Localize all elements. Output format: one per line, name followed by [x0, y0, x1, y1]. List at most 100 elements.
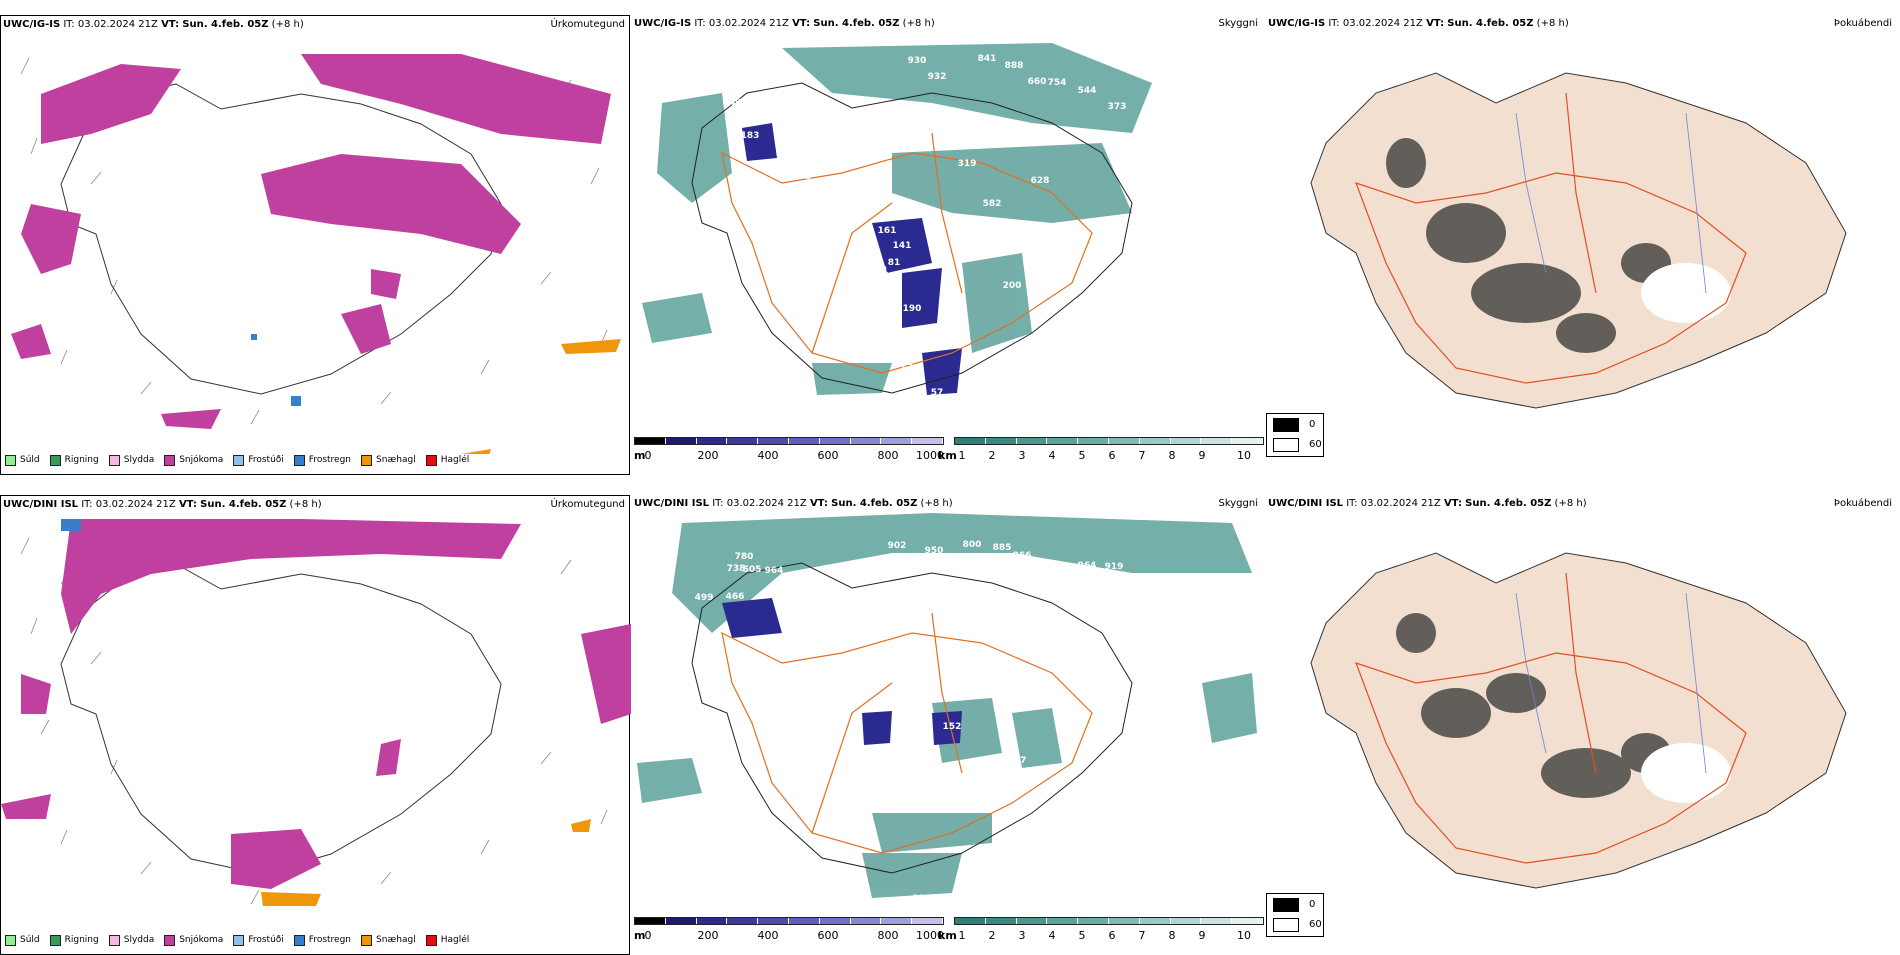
panel-title-fog: Þokuábendi	[1833, 498, 1892, 509]
cloudbase-label: 866	[1013, 551, 1032, 561]
legend-item: Rigning	[49, 454, 99, 466]
colorbar-segment	[912, 918, 943, 924]
legend-item: Súld	[5, 934, 40, 946]
colorbar-segment	[955, 918, 986, 924]
colorbar-segment	[665, 918, 697, 924]
cloudbase-label: 849	[723, 98, 742, 108]
low-visibility-areas	[642, 43, 1152, 395]
colorbar-segment	[696, 918, 728, 924]
fog-index-map	[1310, 552, 1847, 889]
road-network	[721, 132, 1093, 374]
cloudbase-label: 75	[901, 361, 914, 371]
legend-item: Slydda	[108, 934, 154, 946]
legend-swatch	[49, 934, 61, 946]
colorbar-segment	[1232, 438, 1263, 444]
legend-swatch	[361, 454, 373, 466]
colorbar-segment	[1047, 438, 1079, 444]
colorbar-segment	[850, 918, 882, 924]
cloudbase-label: 161	[878, 226, 897, 236]
cloudbase-label: 141	[893, 241, 912, 251]
colorbar-segment	[758, 918, 789, 924]
wind-barbs	[20, 537, 608, 905]
legend-swatch	[164, 934, 176, 946]
cloudbase-label: 950	[925, 546, 944, 556]
cloudbase-label: 738	[727, 564, 746, 574]
colorbar-segment	[850, 438, 882, 444]
legend-swatch	[293, 454, 305, 466]
fog-clear-area	[1641, 263, 1731, 323]
legend-swatch	[108, 454, 120, 466]
legend-item: Frostúði	[233, 934, 284, 946]
fog-dark-areas	[1386, 138, 1671, 353]
cloudbase-colorbar	[634, 437, 944, 445]
cloudbase-label: 544	[1078, 86, 1097, 96]
colorbar-segment	[1170, 438, 1202, 444]
fog-header: UWC/DINI ISL IT: 03.02.2024 21Z VT: Sun.…	[1268, 498, 1892, 509]
precip-panel-row1: UWC/IG-IS IT: 03.02.2024 21Z VT: Sun. 4.…	[0, 15, 630, 475]
snow-areas	[1, 519, 631, 889]
colorbar-segment	[1232, 918, 1263, 924]
cloudbase-label: 754	[1048, 78, 1067, 88]
legend-swatch	[233, 454, 245, 466]
cloudbase-label: 207	[1008, 756, 1027, 766]
visibility-panel-row2: UWC/DINI ISL IT: 03.02.2024 21Z VT: Sun.…	[632, 495, 1264, 955]
cloudbase-label: 63	[906, 378, 919, 388]
colorbar-segment	[635, 918, 666, 924]
legend-swatch	[233, 934, 245, 946]
colorbar-segment	[1078, 918, 1109, 924]
cloudbase-label: 155	[1035, 224, 1054, 234]
low-cloudbase-areas	[742, 123, 962, 395]
colorbar-segment	[912, 438, 943, 444]
fog-legend: 0 60	[1266, 893, 1324, 937]
cloudbase-label: 505	[743, 565, 762, 575]
cloudbase-label: 780	[735, 552, 754, 562]
iceland-outline	[60, 83, 502, 395]
cloudbase-label: 133	[793, 172, 812, 182]
precip-legend: Súld Rigning Slydda Snjókoma Frostúði Fr…	[5, 452, 469, 468]
colorbar-segment	[1016, 438, 1048, 444]
legend-swatch	[164, 454, 176, 466]
colorbar-segment	[1139, 438, 1171, 444]
cloudbase-label: 215	[913, 894, 932, 904]
panel-title-precip: Úrkomutegund	[550, 19, 625, 30]
colorbar-segment	[635, 438, 666, 444]
iceland-land	[1310, 552, 1847, 889]
panel-title-fog: Þokuábendi	[1833, 18, 1892, 29]
visibility-header: UWC/DINI ISL IT: 03.02.2024 21Z VT: Sun.…	[634, 498, 1258, 509]
colorbar-segment	[727, 918, 759, 924]
colorbar-segment	[1047, 918, 1079, 924]
legend-item: Súld	[5, 454, 40, 466]
iceland-land	[1310, 72, 1847, 409]
colorbar-segment	[1201, 438, 1233, 444]
cloudbase-label: 466	[726, 592, 745, 602]
fog-index-map	[1310, 72, 1847, 409]
cloudbase-label: 183	[741, 131, 760, 141]
legend-item: Frostregn	[293, 454, 351, 466]
colorbar-segment	[727, 438, 759, 444]
precip-header: UWC/DINI ISL IT: 03.02.2024 21Z VT: Sun.…	[3, 499, 625, 510]
cloudbase-label: 110	[935, 256, 954, 266]
colorbar-segment	[1201, 918, 1233, 924]
colorbar-segment	[985, 438, 1017, 444]
legend-swatch	[49, 454, 61, 466]
precip-type-map	[11, 54, 621, 454]
panel-title-visibility: Skyggni	[1218, 498, 1258, 509]
river-network	[1515, 112, 1707, 294]
panel-title-visibility: Skyggni	[1218, 18, 1258, 29]
colorbar-segment	[665, 438, 697, 444]
fog-legend: 0 60	[1266, 413, 1324, 457]
legend-swatch	[293, 934, 305, 946]
cloudbase-label: 932	[928, 72, 947, 82]
fog-swatch-low	[1273, 898, 1299, 912]
cloudbase-label: 53	[951, 332, 964, 342]
cloudbase-label: 152	[943, 722, 962, 732]
colorbar-segment	[881, 918, 913, 924]
cloudbase-label: 66	[906, 394, 919, 404]
colorbar-segment	[881, 438, 913, 444]
cloudbase-label: 239	[892, 897, 911, 907]
cloudbase-label: 200	[1003, 281, 1022, 291]
colorbar-segment	[758, 438, 789, 444]
cloudbase-label: 660	[1028, 77, 1047, 87]
colorbar-segment	[696, 438, 728, 444]
